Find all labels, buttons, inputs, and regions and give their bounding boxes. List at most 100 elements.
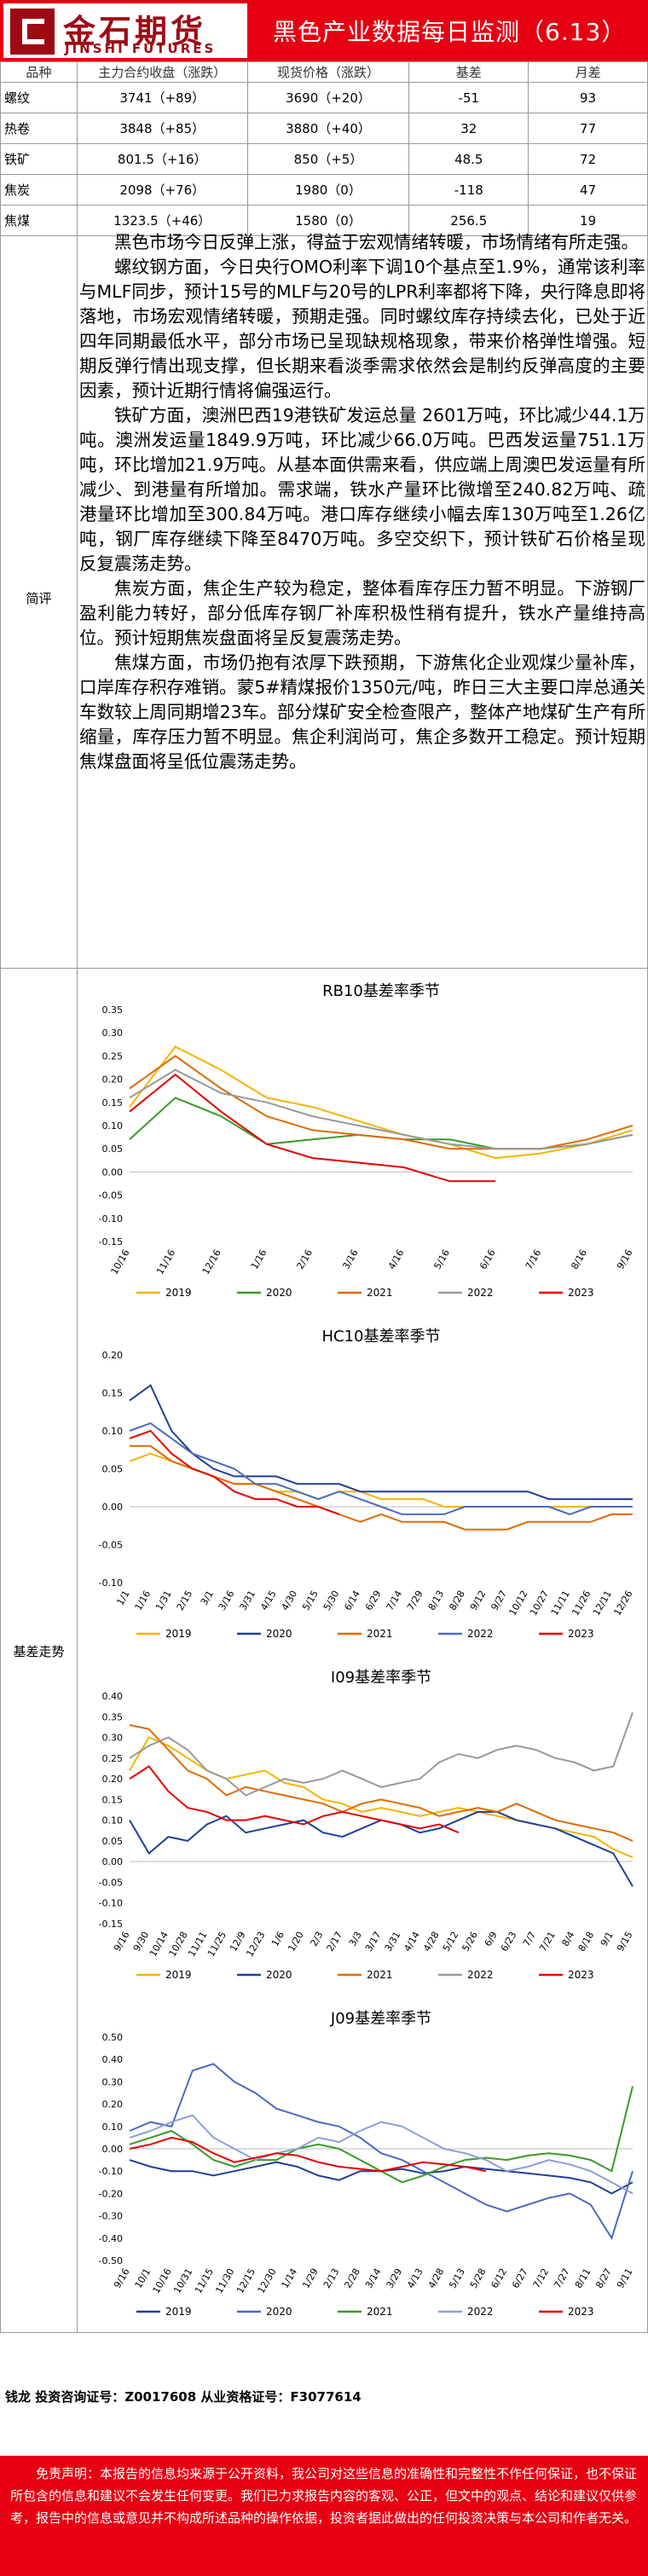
y-tick-label: -0.10: [99, 2166, 123, 2177]
y-tick-label: -0.50: [99, 2255, 123, 2266]
legend-label: 2021: [367, 1969, 393, 1981]
y-tick-label: 0.00: [102, 1166, 124, 1178]
x-tick-label: 2/28: [342, 2266, 362, 2290]
x-tick-label: 7/21: [537, 1930, 558, 1954]
x-tick-label: 10/16: [108, 1247, 131, 1276]
disclaimer: 免责声明：本报告的信息均来源于公开资料，我公司对这些信息的准确性和完整性不作任何…: [0, 2456, 648, 2576]
series-line-2023: [129, 1073, 496, 1183]
row-futures: 3741（+89）: [76, 82, 248, 113]
x-tick-label: 5/30: [321, 1589, 342, 1612]
chart-title: J09基差率季节: [330, 2010, 431, 2028]
x-tick-label: 7/7: [521, 1930, 538, 1948]
x-tick-label: 7/29: [405, 1589, 425, 1612]
row-name: 螺纹: [0, 82, 78, 113]
commentary-paragraph: 黑色市场今日反弹上涨，得益于宏观情绪转暖，市场情绪有所走强。: [114, 232, 639, 252]
y-tick-label: 0.10: [102, 2122, 124, 2133]
series-line-2022: [129, 1712, 634, 1797]
x-tick-label: 3/29: [385, 2266, 405, 2290]
y-tick-label: 0.25: [102, 1051, 124, 1062]
chart-rb10: RB10基差率季节 -0.15 -0.10 -0.05 0.00 0.05 0.10 0.15…: [78, 972, 645, 1313]
commentary-text: 黑色市场今日反弹上涨，得益于宏观情绪转暖，市场情绪有所走强。 螺纹钢方面，今日央…: [79, 230, 645, 774]
series-line-2022: [129, 2114, 634, 2195]
x-tick-label: 9/27: [489, 1589, 509, 1612]
x-tick-label: 5/28: [468, 2266, 489, 2290]
x-tick-label: 1/31: [153, 1589, 174, 1612]
legend-label: 2022: [467, 2306, 494, 2318]
x-tick-label: 12/15: [234, 2266, 257, 2295]
x-tick-label: 12/16: [200, 1247, 223, 1276]
row-futures: 3848（+85）: [76, 113, 248, 144]
x-tick-label: 6/29: [363, 1589, 384, 1612]
x-tick-label: 3/17: [363, 1930, 384, 1954]
report-header: 金石期货 JINSHI FUTURES 黑色产业数据每日监测（6.13）: [0, 0, 648, 61]
x-tick-label: 9/11: [615, 2266, 635, 2290]
series-line-2019: [129, 1736, 634, 1859]
x-tick-label: 3/16: [217, 1589, 237, 1612]
series-line-2022: [129, 1068, 634, 1150]
legend-label: 2019: [165, 1628, 192, 1640]
x-tick-label: 11/26: [570, 1589, 593, 1618]
row-spot: 3690（+20）: [246, 82, 410, 113]
x-tick-label: 12/23: [244, 1930, 267, 1959]
legend-label: 2020: [266, 1287, 292, 1299]
x-tick-label: 9/15: [615, 1930, 635, 1954]
y-tick-label: -0.40: [99, 2233, 123, 2244]
basis-section-label: 基差走势: [1, 969, 78, 2333]
x-tick-label: 10/31: [171, 2266, 194, 2295]
x-tick-label: 4/16: [386, 1247, 407, 1271]
legend-label: 2023: [568, 1287, 594, 1299]
x-tick-label: 11/11: [186, 1930, 209, 1959]
x-tick-label: 11/11: [549, 1589, 572, 1618]
x-tick-label: 3/14: [363, 2266, 384, 2290]
legend-label: 2019: [165, 1969, 192, 1981]
legend-label: 2020: [266, 1969, 292, 1981]
chart-rb10-svg: RB10基差率季节 -0.15 -0.10 -0.05 0.00 0.05 0.10 0.15…: [99, 982, 635, 1299]
row-name: 焦炭: [0, 174, 78, 206]
series-line-2019: [129, 2159, 634, 2195]
x-tick-label: 4/28: [421, 1930, 442, 1954]
x-tick-label: 12/26: [611, 1589, 634, 1618]
x-tick-label: 4/14: [402, 1930, 422, 1954]
series-line-2023: [129, 1765, 460, 1834]
y-tick-label: 0.15: [102, 1794, 124, 1805]
report-title: 黑色产业数据每日监测（6.13）: [273, 18, 627, 46]
x-tick-label: 8/18: [576, 1930, 597, 1954]
y-tick-label: 0.30: [102, 2076, 124, 2087]
row-basis: 32: [408, 113, 529, 144]
y-tick-label: 0.00: [102, 2144, 124, 2155]
series-line-2021: [129, 1724, 634, 1842]
x-tick-label: 6/9: [483, 1930, 500, 1948]
row-basis: 256.5: [408, 205, 529, 236]
row-name: 焦煤: [0, 205, 78, 236]
row-basis: 48.5: [408, 143, 529, 175]
y-tick-label: 0.05: [102, 1143, 124, 1155]
x-tick-label: 10/16: [151, 2266, 174, 2295]
chart-title: I09基差率季节: [331, 1669, 431, 1687]
legend-label: 2021: [367, 2306, 393, 2318]
series-line-2019: [129, 1045, 634, 1160]
logo-text-en: JINSHI FUTURES: [65, 41, 217, 56]
legend-label: 2019: [165, 2306, 192, 2318]
x-tick-label: 1/1: [114, 1589, 131, 1607]
row-spread: 19: [528, 205, 648, 236]
x-tick-label: 12/30: [256, 2266, 279, 2295]
x-tick-label: 12/11: [591, 1589, 614, 1618]
x-tick-label: 4/28: [426, 2266, 447, 2290]
row-spot: 1580（0）: [246, 205, 410, 236]
y-tick-label: 0.05: [102, 1836, 124, 1847]
y-tick-label: 0.20: [102, 2099, 124, 2110]
x-tick-label: 8/27: [593, 2266, 614, 2290]
chart-title: RB10基差率季节: [322, 982, 440, 1000]
y-tick-label: -0.05: [99, 1190, 123, 1201]
legend-label: 2020: [266, 2306, 292, 2318]
x-tick-label: 10/1: [133, 2266, 153, 2290]
legend-label: 2023: [568, 1628, 594, 1640]
series-line-2020: [129, 1384, 633, 1501]
x-tick-label: 2/16: [295, 1247, 315, 1271]
commentary-paragraph: 焦炭方面，焦企生产较为稳定，整体看库存压力暂不明显。下游钢厂盈利能力转好，部分低…: [79, 578, 645, 648]
x-tick-label: 1/6: [269, 1930, 286, 1948]
x-tick-label: 7/14: [385, 1589, 405, 1612]
x-tick-label: 6/23: [499, 1930, 519, 1954]
y-tick-label: 0.10: [102, 1426, 124, 1437]
chart-title: HC10基差率季节: [321, 1328, 440, 1346]
